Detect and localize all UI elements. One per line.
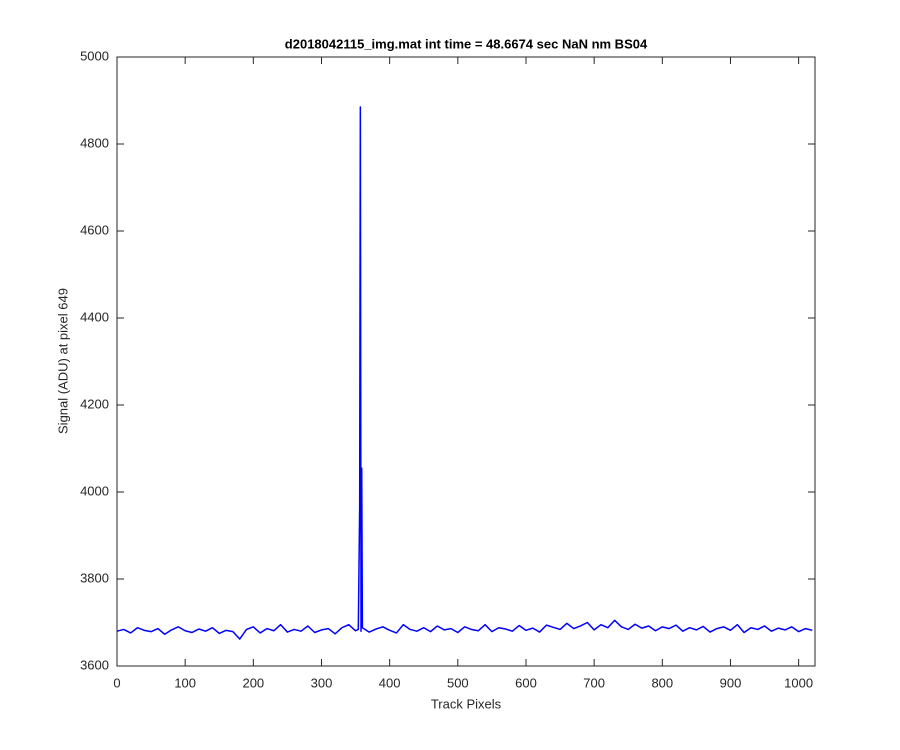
y-tick-label: 4000	[80, 483, 109, 498]
x-tick-label: 100	[174, 675, 196, 690]
x-tick-label: 600	[515, 675, 537, 690]
x-tick-label: 500	[447, 675, 469, 690]
y-tick-label: 4400	[80, 309, 109, 324]
plot-frame	[116, 56, 816, 667]
y-tick-label: 4800	[80, 135, 109, 150]
chart-title: d2018042115_img.mat int time = 48.6674 s…	[285, 36, 648, 51]
y-tick-label: 4600	[80, 222, 109, 237]
x-tick-label: 200	[242, 675, 264, 690]
x-tick-label: 900	[720, 675, 742, 690]
x-tick-label: 300	[311, 675, 333, 690]
x-tick-label: 800	[651, 675, 673, 690]
y-tick-label: 3600	[80, 657, 109, 672]
x-axis-label: Track Pixels	[431, 696, 502, 711]
x-tick-label: 1000	[784, 675, 813, 690]
y-axis-label: Signal (ADU) at pixel 649	[55, 288, 70, 434]
x-tick-label: 700	[583, 675, 605, 690]
y-tick-label: 5000	[80, 48, 109, 63]
y-tick-label: 3800	[80, 570, 109, 585]
x-tick-label: 400	[379, 675, 401, 690]
y-tick-label: 4200	[80, 396, 109, 411]
x-tick-label: 0	[113, 675, 120, 690]
data-line	[116, 106, 813, 640]
